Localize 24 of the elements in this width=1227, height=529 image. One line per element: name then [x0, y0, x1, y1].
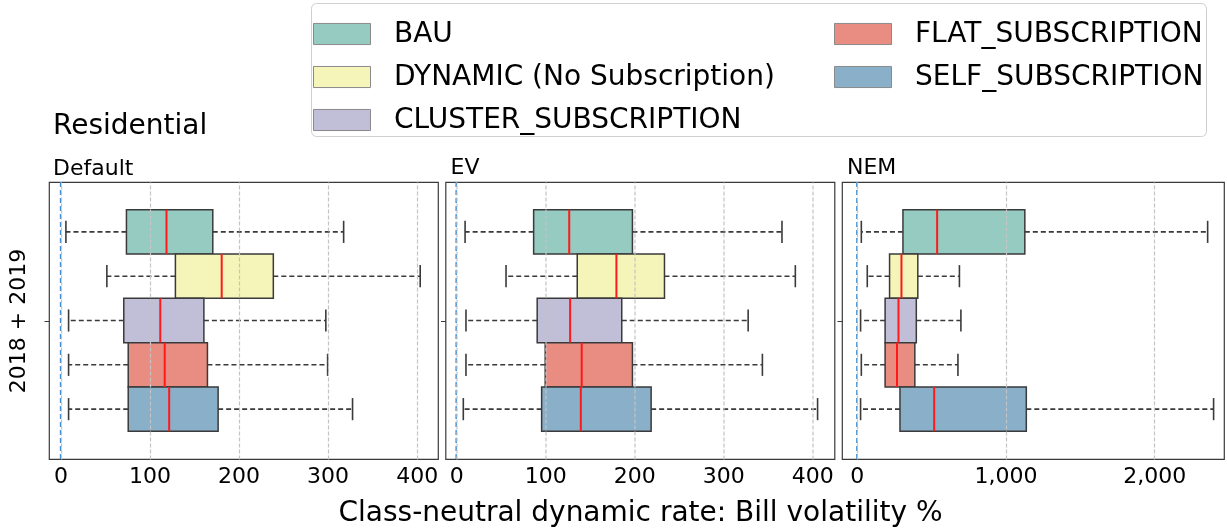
x-tick-label: 0 — [54, 462, 69, 488]
chart-title: EV — [450, 154, 480, 180]
x-tick-label: 200 — [613, 462, 656, 488]
x-tick-label: 2,000 — [1123, 462, 1187, 488]
legend-label: SELF_SUBSCRIPTION — [915, 59, 1204, 92]
x-tick-label: 400 — [396, 462, 439, 488]
x-tick-label: 200 — [218, 462, 261, 488]
x-tick-label: 0 — [449, 462, 464, 488]
x-tick-label: 300 — [702, 462, 745, 488]
chart-title: NEM — [847, 154, 897, 180]
x-axis-title: Class-neutral dynamic rate: Bill volatility % — [338, 494, 943, 528]
legend-label: DYNAMIC (No Subscription) — [394, 59, 775, 92]
chart-subtitle: Default — [53, 155, 134, 181]
y-axis-title: 2018 + 2019 — [5, 248, 30, 394]
x-tick-label: 400 — [791, 462, 834, 488]
chart-title: Residential — [53, 108, 208, 142]
legend-label: CLUSTER_SUBSCRIPTION — [394, 102, 742, 135]
x-tick-label: 1,000 — [974, 462, 1038, 488]
x-tick-label: 100 — [524, 462, 567, 488]
x-tick-label: 0 — [850, 462, 865, 488]
x-tick-label: 300 — [307, 462, 350, 488]
legend-label: BAU — [394, 16, 453, 49]
x-tick-label: 100 — [129, 462, 172, 488]
legend-label: FLAT_SUBSCRIPTION — [915, 16, 1203, 49]
